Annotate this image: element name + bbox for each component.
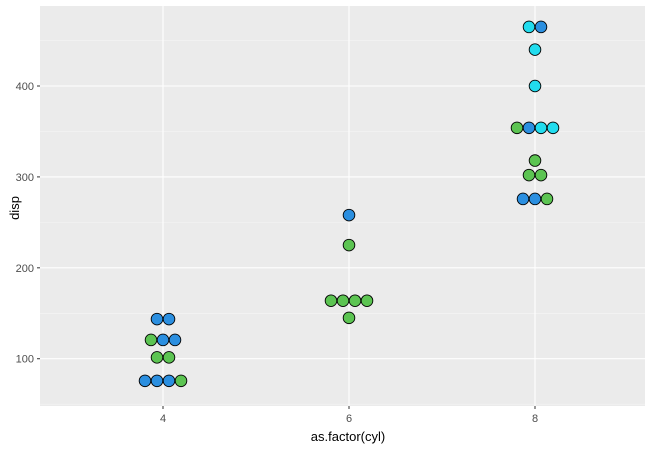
data-point bbox=[522, 121, 536, 135]
x-axis-title: as.factor(cyl) bbox=[311, 429, 385, 444]
data-point bbox=[162, 312, 176, 326]
data-point bbox=[168, 333, 182, 347]
y-tick-label: 100 bbox=[16, 354, 34, 366]
data-point bbox=[522, 20, 536, 34]
data-point bbox=[150, 374, 164, 388]
data-point bbox=[150, 312, 164, 326]
data-point bbox=[528, 192, 542, 206]
data-point bbox=[534, 20, 548, 34]
y-tick-label: 400 bbox=[16, 81, 34, 93]
data-point bbox=[162, 374, 176, 388]
data-point bbox=[510, 121, 524, 135]
data-point bbox=[144, 333, 158, 347]
data-point bbox=[336, 294, 350, 307]
data-point bbox=[534, 121, 548, 135]
data-point bbox=[156, 333, 170, 347]
data-point bbox=[528, 43, 542, 56]
data-point bbox=[150, 351, 164, 364]
data-point bbox=[516, 192, 530, 206]
data-point bbox=[360, 294, 374, 307]
data-point bbox=[522, 168, 536, 182]
x-tick-label: 8 bbox=[532, 413, 538, 425]
data-point bbox=[546, 121, 560, 135]
data-point bbox=[138, 374, 152, 388]
axis-ticks: 100 200 300 400 4 6 8 bbox=[16, 81, 538, 425]
data-point bbox=[162, 351, 176, 364]
y-tick-label: 200 bbox=[16, 263, 34, 275]
data-point bbox=[174, 374, 188, 388]
data-point bbox=[342, 311, 356, 325]
data-point bbox=[534, 168, 548, 182]
data-point bbox=[342, 238, 356, 252]
data-point bbox=[528, 154, 542, 167]
data-point bbox=[528, 79, 542, 93]
data-point bbox=[324, 294, 338, 307]
data-points bbox=[138, 20, 560, 388]
x-tick-label: 6 bbox=[346, 413, 352, 425]
plot-panel bbox=[40, 6, 645, 406]
data-point bbox=[342, 208, 356, 222]
y-axis-title: disp bbox=[7, 196, 22, 220]
x-tick-label: 4 bbox=[160, 413, 166, 425]
data-point bbox=[540, 192, 554, 206]
y-tick-label: 300 bbox=[16, 172, 34, 184]
data-point bbox=[348, 294, 362, 307]
